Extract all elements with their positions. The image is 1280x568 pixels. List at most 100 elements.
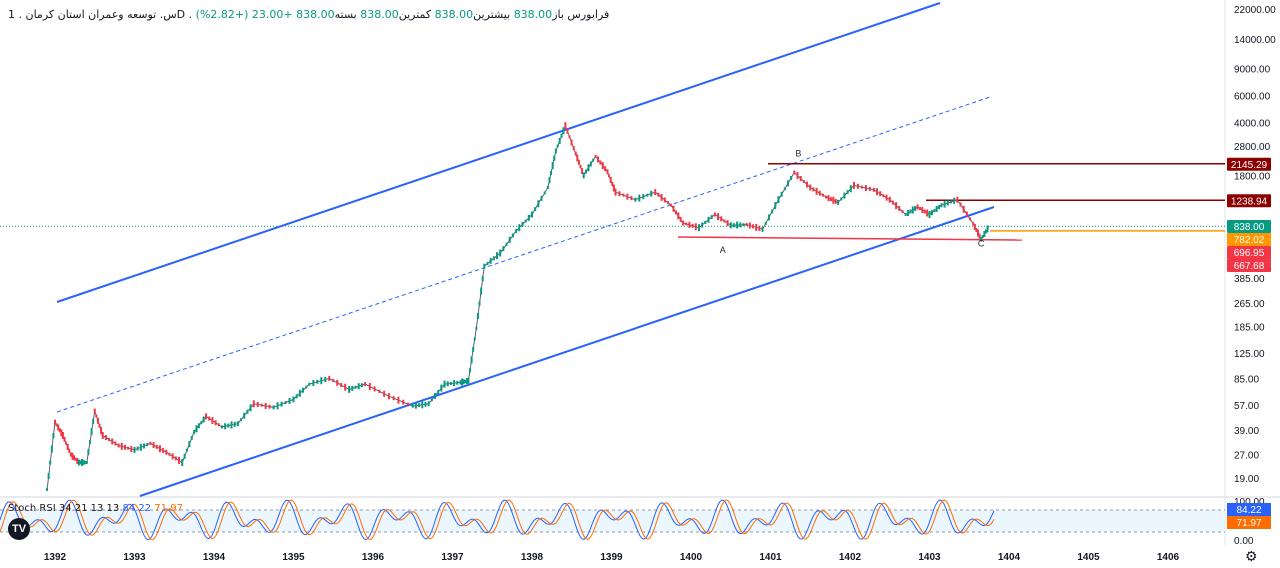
price-candle bbox=[227, 423, 230, 428]
price-candle bbox=[550, 170, 553, 175]
price-candle bbox=[959, 202, 962, 207]
price-candle bbox=[464, 379, 467, 383]
price-candle bbox=[860, 185, 863, 189]
price-candle bbox=[120, 442, 123, 450]
price-candle bbox=[933, 209, 936, 213]
price-candle bbox=[85, 460, 88, 464]
price-candle bbox=[489, 257, 492, 264]
symbol-title[interactable]: س. توسعه وعمران استان کرمان bbox=[25, 8, 177, 21]
price-candle bbox=[236, 421, 239, 427]
price-candle bbox=[694, 223, 697, 231]
price-candle bbox=[308, 382, 311, 386]
price-candle bbox=[427, 401, 430, 407]
price-candle bbox=[63, 436, 66, 442]
change-value: +23.00 (+2.82%) bbox=[195, 8, 293, 21]
price-candle bbox=[168, 452, 171, 456]
price-candle bbox=[165, 449, 168, 455]
price-candle bbox=[691, 223, 694, 228]
price-candle bbox=[127, 446, 130, 450]
price-candle bbox=[130, 446, 133, 453]
tradingview-logo-icon[interactable]: TV bbox=[8, 518, 30, 540]
price-candle bbox=[614, 188, 617, 196]
price-candle bbox=[252, 400, 255, 408]
y-tick-label: 85.00 bbox=[1234, 374, 1259, 385]
price-candle bbox=[174, 456, 177, 461]
price-candle bbox=[556, 144, 559, 148]
price-candle bbox=[701, 222, 704, 228]
price-candle bbox=[418, 403, 421, 408]
price-candle bbox=[956, 196, 959, 203]
price-candle bbox=[424, 401, 427, 407]
price-candle bbox=[49, 460, 52, 465]
x-tick-label: 1395 bbox=[282, 552, 305, 563]
price-candle bbox=[348, 385, 351, 393]
price-candle bbox=[840, 197, 843, 201]
price-badge-label: 2145.29 bbox=[1231, 160, 1268, 171]
price-candle bbox=[61, 432, 64, 440]
price-candle bbox=[505, 242, 508, 246]
price-candle bbox=[155, 444, 158, 449]
price-candle bbox=[898, 206, 901, 212]
price-candle bbox=[133, 446, 136, 453]
price-candle bbox=[752, 224, 755, 229]
price-badge bbox=[1227, 194, 1271, 208]
price-candle bbox=[152, 442, 155, 449]
price-candle bbox=[642, 194, 645, 200]
price-candle bbox=[856, 183, 859, 189]
high-label: بیشترین bbox=[473, 8, 511, 21]
price-candle bbox=[511, 233, 514, 238]
price-candle bbox=[104, 434, 107, 440]
channel-mid-line bbox=[56, 96, 991, 413]
price-candle bbox=[973, 223, 976, 230]
price-candle bbox=[581, 168, 584, 175]
x-tick-label: 1399 bbox=[600, 552, 623, 563]
price-candle bbox=[476, 313, 479, 320]
price-candle bbox=[171, 453, 174, 460]
gear-icon[interactable]: ⚙ bbox=[1245, 548, 1258, 564]
wave-label: B bbox=[795, 148, 801, 158]
price-candle bbox=[783, 187, 786, 191]
price-candle bbox=[437, 389, 440, 394]
price-candle bbox=[68, 448, 71, 453]
price-candle bbox=[736, 221, 739, 229]
price-candle bbox=[312, 379, 315, 386]
grid-layer bbox=[0, 0, 1280, 545]
price-candle bbox=[208, 416, 211, 421]
price-candle bbox=[473, 337, 476, 341]
price-candle bbox=[537, 200, 540, 208]
price-candle bbox=[524, 219, 527, 223]
price-candle bbox=[852, 181, 855, 189]
price-candle bbox=[560, 133, 563, 138]
price-line bbox=[46, 124, 990, 490]
price-candle bbox=[387, 393, 390, 400]
price-candle bbox=[589, 161, 592, 167]
price-candle bbox=[340, 383, 343, 388]
price-candle bbox=[904, 213, 907, 217]
interval-label[interactable]: 1D bbox=[8, 8, 186, 21]
price-candle bbox=[230, 421, 233, 429]
price-candle bbox=[821, 193, 824, 197]
price-badge bbox=[1227, 157, 1271, 171]
price-candle bbox=[745, 223, 748, 227]
price-candle bbox=[336, 379, 339, 386]
exchange-label: فرابورس bbox=[567, 8, 610, 21]
price-candle bbox=[467, 377, 470, 384]
price-badge-label: 782.02 bbox=[1234, 235, 1265, 246]
x-tick-label: 1392 bbox=[44, 552, 67, 563]
y-tick-label: 185.00 bbox=[1234, 323, 1265, 334]
price-candle bbox=[397, 396, 400, 404]
price-candle bbox=[679, 216, 682, 222]
price-candle bbox=[576, 154, 579, 162]
x-tick-label: 1398 bbox=[521, 552, 544, 563]
price-candle bbox=[76, 457, 79, 464]
price-candle bbox=[243, 412, 246, 419]
price-candle bbox=[876, 188, 879, 196]
price-candle bbox=[911, 206, 914, 214]
price-candle bbox=[58, 428, 61, 433]
price-candle bbox=[601, 162, 604, 170]
price-candle bbox=[815, 187, 818, 195]
stoch-rsi-legend[interactable]: Stoch RSI 34 21 13 13 84.22 71.97 bbox=[8, 503, 183, 514]
stoch-k-line bbox=[0, 499, 995, 541]
price-candle bbox=[849, 185, 852, 193]
